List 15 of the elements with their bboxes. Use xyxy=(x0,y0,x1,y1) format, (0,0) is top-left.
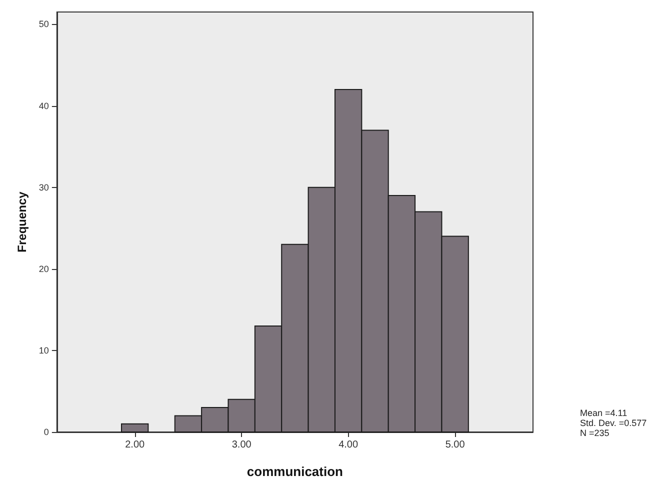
x-tick-label: 5.00 xyxy=(445,440,466,450)
x-tick-label: 2.00 xyxy=(125,440,146,450)
y-tick-label: 20 xyxy=(38,264,49,274)
y-tick-label: 30 xyxy=(38,182,49,192)
text: N =235 xyxy=(580,428,610,438)
text: Mean =4.11 xyxy=(580,408,628,418)
y-tick-label: 10 xyxy=(38,345,49,356)
y-tick-label: 40 xyxy=(38,100,49,111)
y-axis-title: Frequency xyxy=(15,191,29,252)
x-axis-title: communication xyxy=(246,464,344,479)
x-tick-label: 3.00 xyxy=(232,440,252,450)
y-tick-label: 50 xyxy=(38,19,49,30)
x-tick-label: 4.00 xyxy=(338,440,358,450)
y-tick-label: 0 xyxy=(44,427,49,437)
text: Std. Dev. =0.577 xyxy=(580,418,647,428)
